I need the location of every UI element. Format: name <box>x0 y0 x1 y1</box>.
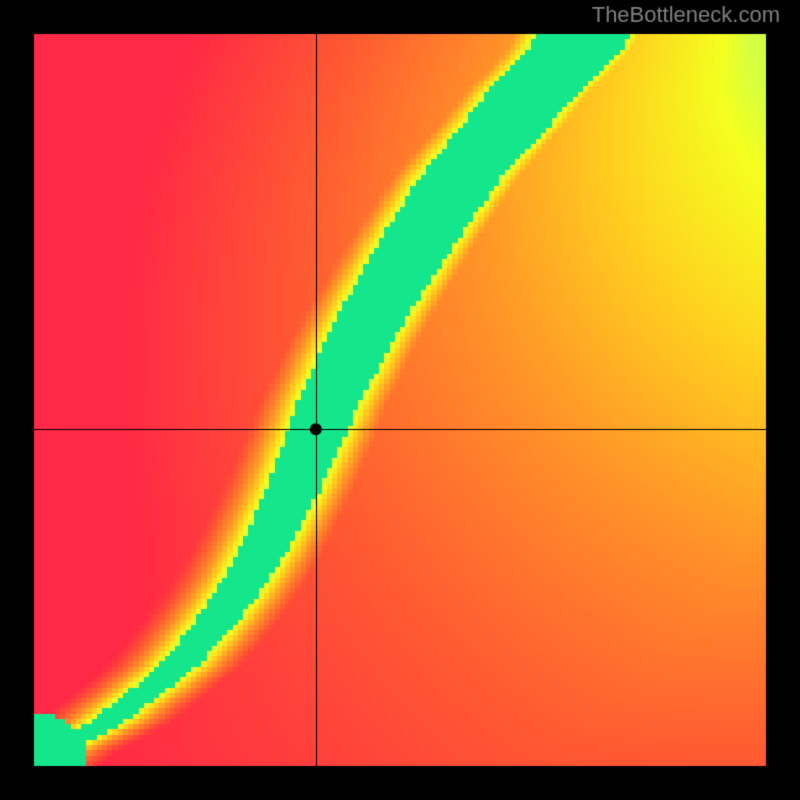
bottleneck-heatmap <box>0 0 800 800</box>
